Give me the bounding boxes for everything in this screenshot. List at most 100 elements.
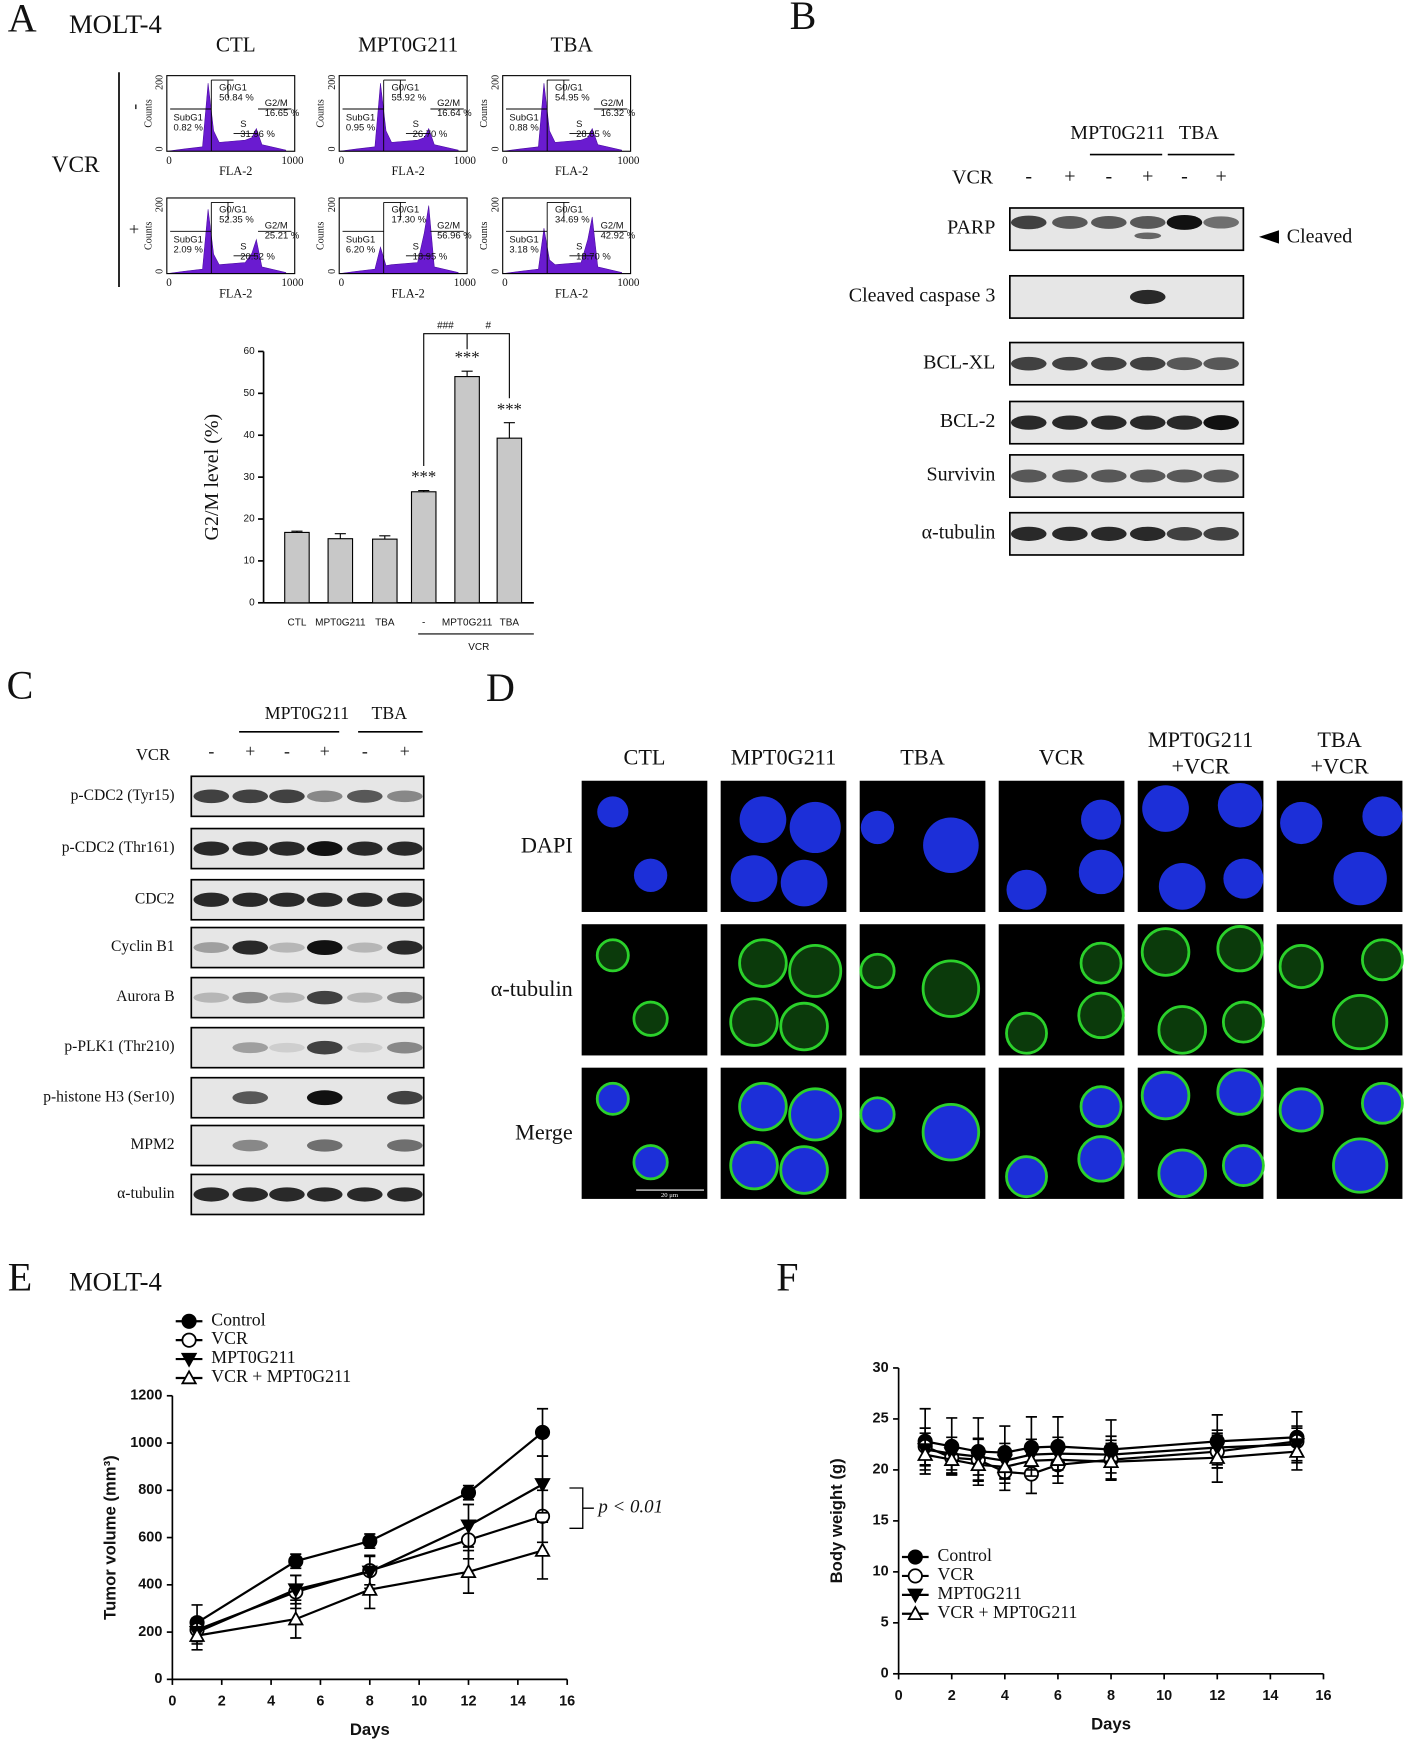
blot-label: Cleaved caspase 3 xyxy=(849,285,996,307)
cell xyxy=(1158,863,1206,910)
marker xyxy=(362,1533,378,1549)
axis-label: FLA-2 xyxy=(555,164,588,178)
cell xyxy=(1079,1085,1123,1129)
band xyxy=(269,992,305,1003)
band xyxy=(346,1042,383,1053)
marker xyxy=(996,1458,1014,1474)
tick-label: 0 xyxy=(339,155,345,167)
cell xyxy=(1278,1087,1324,1133)
phase-name: G2/M xyxy=(265,98,288,109)
y-tick-label: 200 xyxy=(138,1624,162,1640)
phase-percent: 6.20 % xyxy=(346,245,376,256)
legend-label: MPT0G211 xyxy=(211,1347,295,1367)
legend-marker xyxy=(907,1588,924,1604)
marker xyxy=(1049,1451,1067,1466)
bar xyxy=(372,538,398,604)
band xyxy=(1052,415,1088,430)
x-axis-label: Days xyxy=(1091,1714,1131,1733)
tick-label: 200 xyxy=(490,197,501,212)
y-tick-label: 10 xyxy=(873,1564,889,1580)
band xyxy=(387,841,423,856)
phase-name: G0/G1 xyxy=(555,82,583,93)
x-tick-label: 10 xyxy=(411,1693,427,1709)
row-label: α-tubulin xyxy=(491,976,573,1001)
y-tick-label: 50 xyxy=(244,388,256,399)
panel-letter: B xyxy=(790,0,817,38)
phase-percent: 20.52 % xyxy=(240,251,275,262)
x-tick-label: TBA xyxy=(375,617,395,628)
group-label: MPT0G211 xyxy=(1070,122,1165,144)
error-bar xyxy=(379,535,391,540)
band xyxy=(1010,469,1047,483)
band xyxy=(387,991,423,1004)
histogram xyxy=(339,83,459,152)
gates xyxy=(506,201,628,274)
x-tick-label: 16 xyxy=(559,1693,575,1709)
error-bar xyxy=(334,533,346,539)
band xyxy=(232,940,269,955)
tick-label: 200 xyxy=(154,75,165,90)
column-header: +VCR xyxy=(1310,754,1368,779)
lane-sign: + xyxy=(1142,166,1153,188)
band xyxy=(1166,469,1203,483)
band xyxy=(193,992,230,1003)
band xyxy=(232,789,269,804)
phase-name: G2/M xyxy=(601,220,624,231)
y-tick-label: 400 xyxy=(138,1577,162,1593)
cell xyxy=(788,943,843,998)
band xyxy=(346,1187,383,1202)
x-tick-label: 16 xyxy=(1315,1688,1331,1704)
band xyxy=(1203,216,1239,229)
histogram-frame xyxy=(338,75,468,152)
band xyxy=(1129,289,1166,305)
band xyxy=(306,940,343,956)
band xyxy=(387,1187,423,1202)
tick-label: 1000 xyxy=(281,277,304,289)
band xyxy=(269,942,305,953)
phase-percent: 55.92 % xyxy=(391,92,426,103)
blot-frame xyxy=(1009,207,1245,252)
legend-label: VCR xyxy=(938,1564,975,1584)
legend-label: VCR + MPT0G211 xyxy=(938,1602,1078,1622)
row-label: DAPI xyxy=(521,833,573,858)
phase-percent: 25.21 % xyxy=(265,230,300,241)
axis-label: FLA-2 xyxy=(219,164,252,178)
band xyxy=(269,1187,305,1202)
band xyxy=(1166,527,1203,541)
legend-marker xyxy=(181,1313,197,1329)
group-label: VCR xyxy=(468,642,489,653)
blot-frame xyxy=(1009,274,1245,319)
phase-percent: 17.30 % xyxy=(391,215,426,226)
band xyxy=(306,1139,343,1152)
band xyxy=(346,841,383,856)
band xyxy=(193,1187,230,1202)
cell xyxy=(1140,927,1191,977)
band xyxy=(232,991,269,1004)
phase-name: S xyxy=(576,119,582,130)
band xyxy=(232,841,269,856)
histogram-frame xyxy=(166,197,296,275)
column-header: CTL xyxy=(623,745,665,770)
phase-name: G2/M xyxy=(437,220,460,231)
blot-label: BCL-2 xyxy=(940,410,996,432)
cell xyxy=(738,938,788,988)
panel-letter: D xyxy=(486,665,515,710)
cell xyxy=(1081,799,1122,840)
band xyxy=(1166,357,1203,371)
y-tick-label: 600 xyxy=(138,1529,162,1545)
y-tick-label: 20 xyxy=(244,514,256,525)
axis-label: Counts xyxy=(316,99,327,127)
y-axis-label: Body weight (g) xyxy=(827,1458,846,1583)
tick-label: 0 xyxy=(490,147,501,152)
arrow xyxy=(1258,230,1279,244)
row-sign: + xyxy=(124,224,144,234)
annotation: p < 0.01 xyxy=(596,1497,663,1518)
y-tick-label: 0 xyxy=(249,597,255,608)
lane-sign: - xyxy=(1181,166,1188,188)
marker xyxy=(534,1478,551,1493)
tick-label: 1000 xyxy=(454,155,477,167)
x-tick-label: 0 xyxy=(168,1693,176,1709)
phase-name: G2/M xyxy=(601,98,624,109)
band xyxy=(387,1139,423,1152)
